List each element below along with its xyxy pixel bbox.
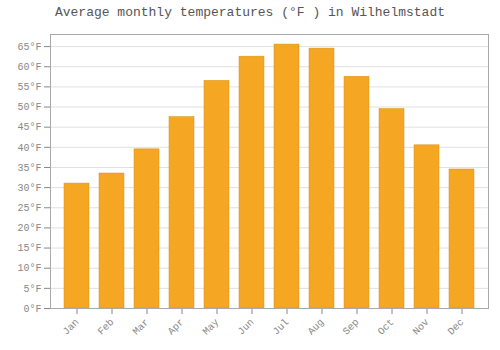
svg-text:Aug: Aug — [306, 317, 327, 338]
svg-text:25°F: 25°F — [17, 203, 41, 214]
html-text:Average monthly temperatures (: Average monthly temperatures (°F ) in Wi… — [55, 5, 445, 20]
svg-text:55°F: 55°F — [17, 82, 41, 93]
svg-text:Jan: Jan — [61, 317, 82, 338]
svg-text:65°F: 65°F — [17, 42, 41, 53]
svg-text:0°F: 0°F — [23, 304, 41, 315]
svg-text:40°F: 40°F — [17, 143, 41, 154]
svg-text:Jul: Jul — [271, 317, 292, 338]
svg-text:Mar: Mar — [131, 317, 152, 338]
svg-text:15°F: 15°F — [17, 243, 41, 254]
svg-text:20°F: 20°F — [17, 223, 41, 234]
svg-text:50°F: 50°F — [17, 102, 41, 113]
svg-text:Jun: Jun — [236, 317, 257, 338]
svg-text:60°F: 60°F — [17, 62, 41, 73]
svg-text:Dec: Dec — [446, 317, 467, 338]
svg-text:30°F: 30°F — [17, 183, 41, 194]
svg-text:Oct: Oct — [376, 317, 397, 338]
svg-text:May: May — [201, 317, 222, 338]
svg-text:Apr: Apr — [166, 317, 187, 338]
svg-text:Feb: Feb — [96, 317, 117, 338]
svg-text:45°F: 45°F — [17, 122, 41, 133]
svg-text:Nov: Nov — [411, 317, 432, 338]
svg-text:Sep: Sep — [341, 317, 362, 338]
svg-text:35°F: 35°F — [17, 163, 41, 174]
svg-text:5°F: 5°F — [23, 284, 41, 295]
svg-text:10°F: 10°F — [17, 263, 41, 274]
